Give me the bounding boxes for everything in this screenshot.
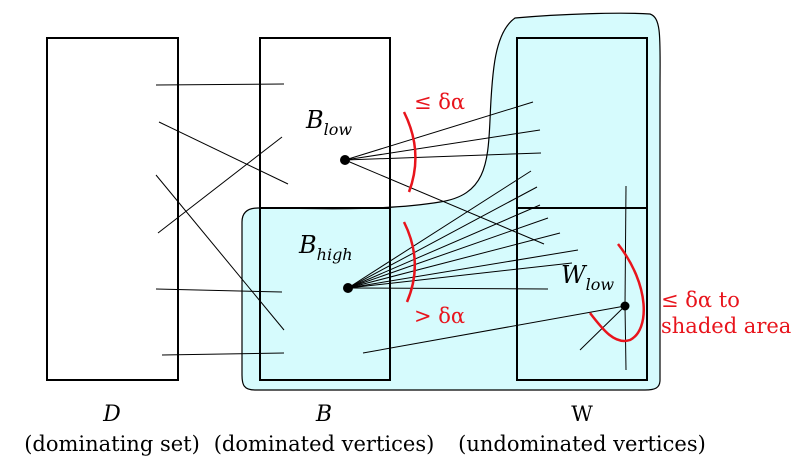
b-high-edges — [347, 170, 579, 290]
b-low-edges — [344, 101, 545, 245]
shaded-area-note-line1: ≤ δα to — [661, 288, 740, 312]
gt-delta-alpha-label: > δα — [414, 304, 465, 328]
shaded-region — [241, 12, 661, 391]
le-delta-alpha-label: ≤ δα — [414, 90, 465, 114]
d-column-box — [46, 37, 179, 381]
w-column-name: W — [571, 402, 593, 426]
b-column-caption: (dominated vertices) — [214, 432, 435, 456]
w-column-caption: (undominated vertices) — [458, 432, 706, 456]
b-low-degree-arc — [402, 111, 417, 193]
b-high-vertex — [343, 283, 353, 293]
w-low-vertex — [620, 301, 630, 311]
d-column-caption: (dominating set) — [24, 432, 200, 456]
b-high-label: Bhigh — [298, 231, 353, 264]
d-to-b-edges — [155, 83, 289, 356]
w-low-label: Wlow — [561, 261, 614, 294]
b-column-name: B — [315, 402, 332, 427]
w-low-degree-arc — [589, 243, 645, 343]
b-low-label: Blow — [305, 106, 352, 139]
b-high-degree-arc — [402, 221, 416, 303]
shaded-area-note-line2: shaded area — [661, 314, 791, 338]
b-low-vertex — [340, 155, 350, 165]
d-column-name: D — [102, 402, 121, 427]
